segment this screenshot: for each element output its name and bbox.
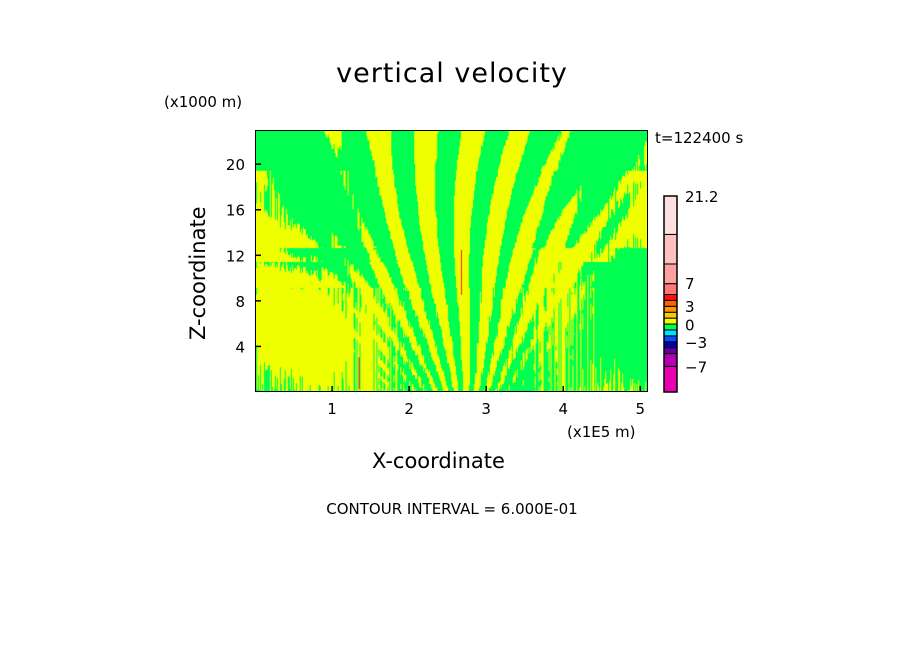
y-tick-label: 16 — [226, 202, 245, 220]
y-tick-label: 12 — [226, 247, 245, 265]
x-unit-label: (x1E5 m) — [567, 423, 636, 441]
y-unit-label: (x1000 m) — [164, 93, 243, 111]
colorbar-segment — [663, 341, 678, 349]
colorbar-segment — [663, 323, 678, 331]
colorbar-label: 3 — [685, 298, 695, 316]
y-tick-label: 4 — [235, 338, 245, 356]
colorbar-label: 21.2 — [685, 188, 718, 206]
colorbar-label: 7 — [685, 275, 695, 293]
x-tick-label: 3 — [481, 400, 491, 418]
contour-field — [255, 130, 648, 392]
colorbar-segment — [663, 263, 678, 285]
colorbar-segment — [663, 365, 678, 393]
colorbar-frame — [663, 195, 678, 393]
colorbar-segment — [663, 195, 678, 235]
colorbar-label: −7 — [685, 359, 707, 377]
colorbar-label: 0 — [685, 316, 695, 334]
x-axis-label: X-coordinate — [372, 449, 505, 473]
colorbar-segment — [663, 335, 678, 343]
time-label: t=122400 s — [655, 129, 744, 147]
colorbar-segment — [663, 347, 678, 355]
x-tick-label: 5 — [636, 400, 646, 418]
colorbar-segment — [663, 293, 678, 301]
chart-title: vertical velocity — [336, 58, 568, 89]
colorbar-segment — [663, 283, 678, 295]
colorbar-segment — [663, 317, 678, 325]
colorbar-segment — [663, 329, 678, 337]
colorbar-segment — [663, 299, 678, 307]
contour-interval-label: CONTOUR INTERVAL = 6.000E-01 — [326, 500, 578, 518]
colorbar-segment — [663, 311, 678, 319]
colorbar-segment — [663, 233, 678, 265]
y-tick-label: 8 — [235, 293, 245, 311]
y-tick-label: 20 — [226, 156, 245, 174]
x-tick-label: 4 — [558, 400, 568, 418]
colorbar-segment — [663, 353, 678, 367]
x-tick-label: 2 — [404, 400, 414, 418]
colorbar-label: −3 — [685, 334, 707, 352]
x-tick-label: 1 — [327, 400, 337, 418]
colorbar-segment — [663, 305, 678, 313]
